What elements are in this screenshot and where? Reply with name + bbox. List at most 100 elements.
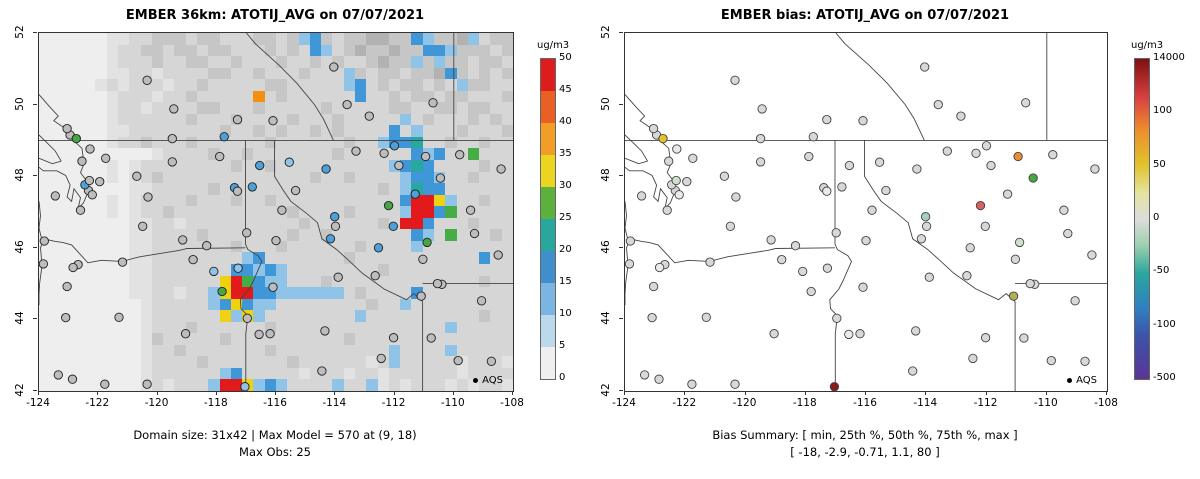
raster-cell xyxy=(479,298,491,311)
raster-cell xyxy=(332,310,344,322)
raster-cell xyxy=(343,333,355,345)
raster-cell xyxy=(264,33,276,45)
raster-cell xyxy=(456,298,468,311)
raster-cell xyxy=(400,194,412,207)
raster-cell xyxy=(287,217,299,230)
colorbar-tick-label: -100 xyxy=(1153,318,1176,330)
raster-cell xyxy=(219,102,231,114)
raster-cell xyxy=(343,194,355,207)
raster-cell xyxy=(445,356,457,368)
raster-cell xyxy=(151,333,164,345)
x-tick-label: -120 xyxy=(732,397,757,409)
site-marker xyxy=(769,329,779,339)
raster-cell xyxy=(106,356,118,368)
raster-cell xyxy=(287,56,299,68)
raster-cell xyxy=(490,194,502,207)
site-marker xyxy=(1010,254,1021,264)
raster-cell xyxy=(400,67,412,80)
raster-cell xyxy=(196,90,209,103)
raster-cell xyxy=(39,217,51,230)
raster-cell xyxy=(479,56,491,68)
raster-cell xyxy=(445,136,457,149)
raster-cell xyxy=(309,171,322,184)
site-marker xyxy=(916,234,927,244)
raster-cell xyxy=(467,333,480,345)
raster-cell xyxy=(242,183,254,195)
raster-cell xyxy=(163,240,175,253)
raster-cell xyxy=(490,240,502,253)
raster-cell xyxy=(377,44,389,57)
raster-cell xyxy=(140,171,152,184)
raster-cell xyxy=(433,298,446,311)
raster-cell xyxy=(490,298,502,311)
raster-cell xyxy=(343,160,355,172)
raster-cell xyxy=(140,344,152,357)
raster-cell xyxy=(163,102,175,114)
raster-cell xyxy=(445,333,457,345)
raster-cell xyxy=(106,90,118,103)
raster-cell xyxy=(309,298,322,311)
raster-cell xyxy=(287,160,299,172)
raster-cell xyxy=(445,90,457,103)
raster-cell xyxy=(50,217,62,230)
site-marker xyxy=(1087,250,1097,260)
raster-cell xyxy=(321,33,333,45)
raster-cell xyxy=(61,160,73,172)
site-marker xyxy=(658,133,668,144)
raster-cell xyxy=(298,333,310,345)
raster-cell xyxy=(287,67,299,80)
raster-cell xyxy=(321,217,333,230)
raster-cell xyxy=(422,113,434,126)
raster-cell xyxy=(129,33,141,45)
raster-cell xyxy=(445,240,457,253)
site-marker xyxy=(247,182,257,192)
raster-cell xyxy=(388,356,401,368)
y-axis-tick xyxy=(619,390,623,391)
site-marker xyxy=(242,228,252,238)
raster-cell xyxy=(377,183,389,195)
raster-cell xyxy=(242,287,254,299)
raster-cell xyxy=(151,90,164,103)
site-marker xyxy=(242,313,252,323)
raster-cell xyxy=(106,206,118,218)
raster-cell xyxy=(84,229,96,241)
raster-cell xyxy=(411,33,423,45)
raster-cell xyxy=(61,333,73,345)
raster-cell xyxy=(185,379,197,391)
y-tick-label: 52 xyxy=(600,25,612,39)
site-marker xyxy=(912,164,922,174)
colorbar-segment xyxy=(541,283,555,315)
raster-cell xyxy=(253,33,265,45)
raster-cell xyxy=(39,379,51,391)
raster-cell xyxy=(309,229,322,241)
site-marker xyxy=(202,241,212,251)
raster-cell xyxy=(400,136,412,149)
raster-cell xyxy=(151,321,164,334)
raster-cell xyxy=(39,194,51,207)
site-marker xyxy=(725,221,736,231)
raster-cell xyxy=(479,310,491,322)
site-marker xyxy=(50,191,60,201)
raster-cell xyxy=(366,263,378,276)
raster-cell xyxy=(106,240,118,253)
raster-cell xyxy=(140,229,152,241)
site-marker xyxy=(731,192,741,202)
site-marker xyxy=(394,160,404,171)
raster-cell xyxy=(321,298,333,311)
site-marker xyxy=(832,313,842,323)
raster-cell xyxy=(467,90,480,103)
raster-cell xyxy=(253,113,265,126)
raster-cell xyxy=(219,113,231,126)
raster-cell xyxy=(185,56,197,68)
raster-cell xyxy=(422,125,434,137)
raster-cell xyxy=(174,125,186,137)
raster-cell xyxy=(501,79,513,91)
raster-cell xyxy=(151,33,164,45)
site-marker xyxy=(418,254,428,264)
raster-cell xyxy=(230,356,243,368)
map-outline-wa-or-border xyxy=(41,238,246,264)
site-marker xyxy=(426,333,436,343)
raster-cell xyxy=(117,310,130,322)
raster-cell xyxy=(388,344,401,357)
raster-cell xyxy=(354,287,367,299)
